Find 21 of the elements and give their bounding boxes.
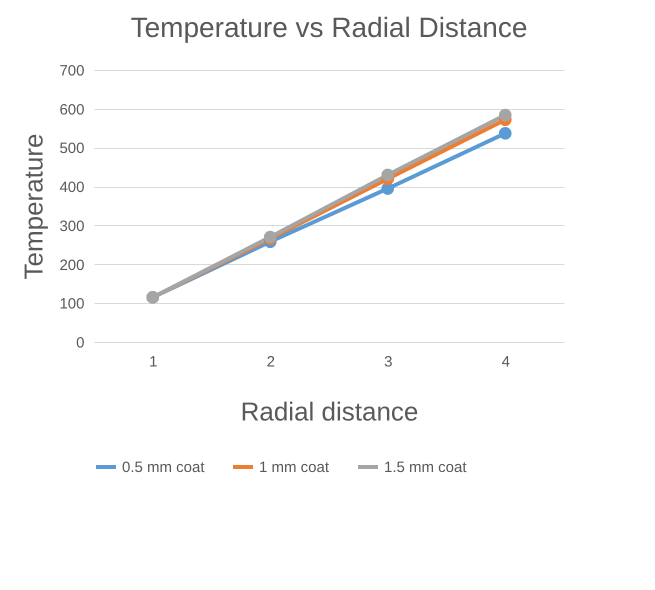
y-tick-label: 700: [59, 62, 84, 80]
x-tick-label: 1: [149, 354, 158, 370]
y-tick-label: 200: [59, 256, 84, 274]
point: [498, 127, 512, 140]
y-tick-label: 500: [59, 140, 84, 158]
legend-label: 0.5 mm coat: [122, 459, 206, 476]
legend-label: 1 mm coat: [259, 459, 330, 476]
x-tick-label: 3: [384, 354, 392, 370]
y-axis-title: Temperature: [18, 134, 48, 280]
point: [498, 108, 512, 122]
y-tick-label: 300: [59, 218, 84, 235]
y-tick-label: 400: [59, 179, 84, 196]
point: [381, 168, 394, 182]
chart-title: Temperature vs Radial Distance: [130, 12, 528, 43]
y-tick-label: 100: [59, 296, 84, 313]
y-tick-label: 600: [59, 101, 84, 118]
x-tick-label: 2: [266, 354, 275, 370]
y-tick-label: 0: [76, 334, 84, 352]
legend-label: 1.5 mm coat: [384, 459, 468, 476]
x-axis-title: Radial distance: [240, 396, 418, 426]
x-tick-label: 4: [502, 354, 510, 370]
